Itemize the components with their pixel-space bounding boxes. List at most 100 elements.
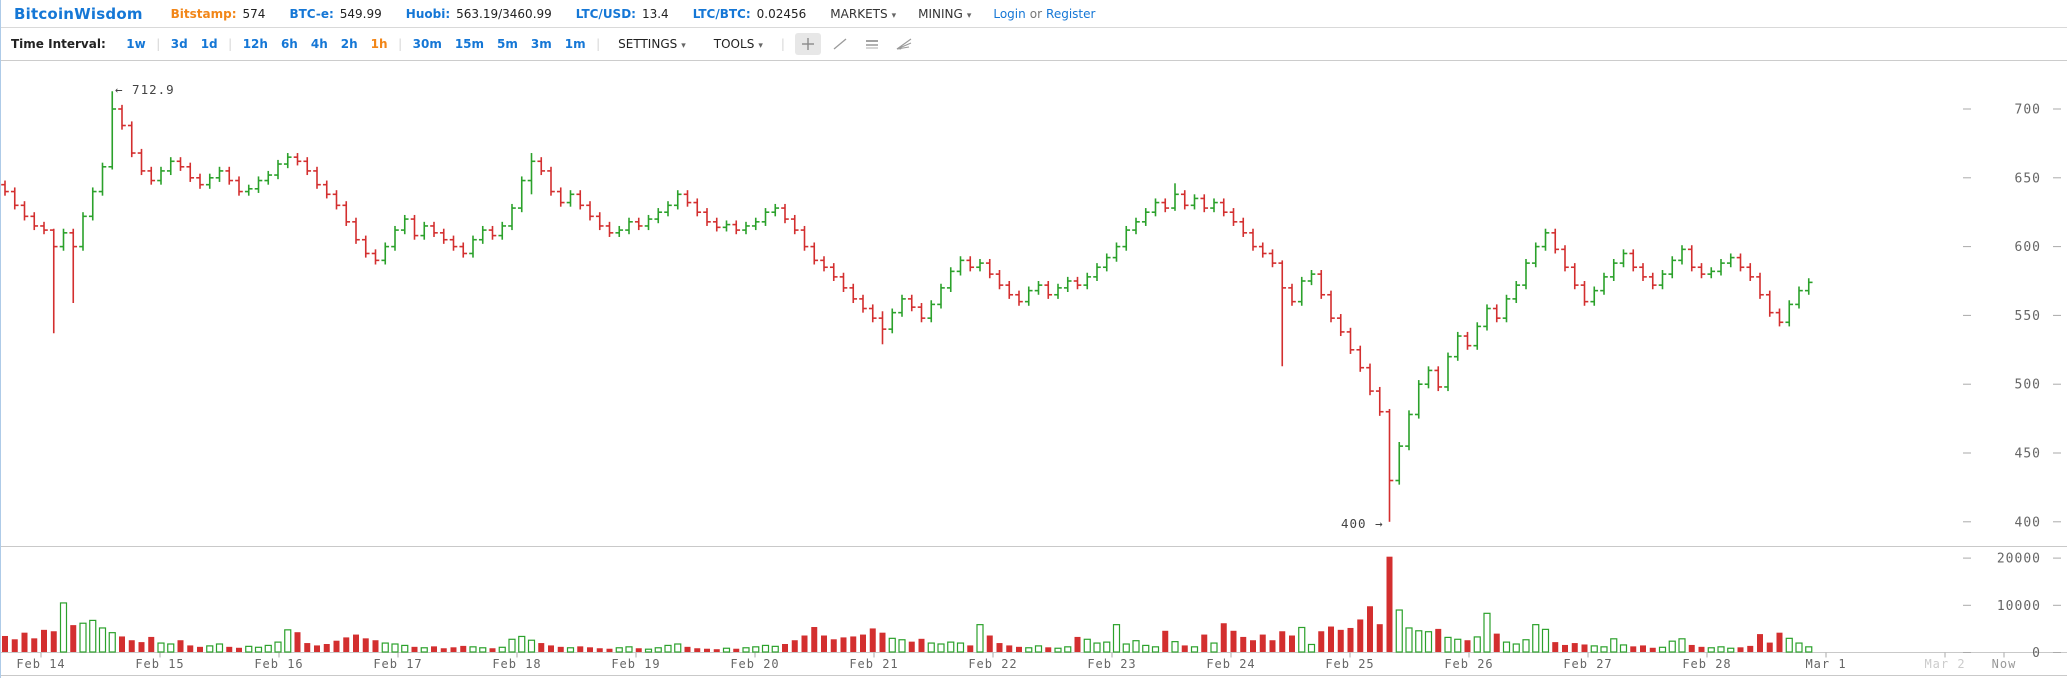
ohlc-bars-layer — [1, 91, 1813, 522]
settings-menu[interactable]: SETTINGS ▾ — [618, 37, 686, 51]
price-axis-label: 600 — [2015, 240, 2041, 255]
interval-4h[interactable]: 4h — [310, 37, 328, 51]
date-axis-label: Feb 28 — [1682, 657, 1731, 671]
volume-axis-label: 10000 — [1997, 599, 2041, 614]
date-axis-label: Feb 16 — [254, 657, 303, 671]
time-interval-label: Time Interval: — [11, 37, 106, 51]
chevron-down-icon: ▾ — [891, 10, 897, 21]
ticker-ltcusd-value: 13.4 — [641, 6, 669, 21]
register-link[interactable]: Register — [1046, 6, 1096, 21]
date-axis-label: Now — [1992, 657, 2017, 671]
toolbar-separator: | — [596, 37, 601, 51]
ticker-huobi[interactable]: Huobi: 563.19/3460.99 — [406, 7, 552, 21]
drawing-tools — [794, 33, 923, 55]
interval-selector: 1w | 3d 1d | 12h 6h 4h 2h 1h | 30m 15m 5m 3m 1m — [120, 37, 592, 51]
ticker-btce-label: BTC-e: — [289, 6, 334, 21]
interval-1w[interactable]: 1w — [126, 37, 146, 51]
date-axis-label: Feb 26 — [1444, 657, 1493, 671]
chart-frame-lines — [1, 546, 2067, 676]
interval-15m[interactable]: 15m — [454, 37, 485, 51]
auth-or-text: or — [1029, 6, 1043, 21]
volume-axis-label: 20000 — [1997, 552, 2041, 567]
crosshair-icon — [801, 38, 814, 50]
ticker-btce[interactable]: BTC-e: 549.99 — [289, 7, 381, 21]
date-axis-label: Feb 15 — [135, 657, 184, 671]
toolbar-separator: | — [780, 37, 785, 51]
date-axis-label: Feb 14 — [16, 657, 65, 671]
ticker-ltcusd-label: LTC/USD: — [575, 6, 636, 21]
ticker-ltcbtc[interactable]: LTC/BTC: 0.02456 — [693, 7, 807, 21]
interval-2h[interactable]: 2h — [340, 37, 358, 51]
date-axis-label: Feb 20 — [730, 657, 779, 671]
login-link[interactable]: Login — [993, 6, 1026, 21]
date-axis-label: Feb 17 — [373, 657, 422, 671]
interval-1m[interactable]: 1m — [564, 37, 586, 51]
interval-6h[interactable]: 6h — [280, 37, 298, 51]
ticker-bitstamp-label: Bitstamp: — [170, 6, 237, 21]
ticker-ltcbtc-label: LTC/BTC: — [692, 6, 751, 21]
ticker-bitstamp[interactable]: Bitstamp: 574 — [171, 7, 266, 21]
ticker-btce-value: 549.99 — [339, 6, 382, 21]
date-axis-label: Feb 23 — [1087, 657, 1136, 671]
axis-labels-layer: 700 650 600 550 500 450 400 20000 10000 0 Feb 14 Fe… — [16, 103, 2061, 671]
price-axis-label: 500 — [2015, 378, 2041, 393]
price-axis-label: 400 — [2015, 515, 2041, 530]
interval-12h[interactable]: 12h — [242, 37, 268, 51]
tools-menu[interactable]: TOOLS ▾ — [714, 37, 763, 51]
mining-menu-label: MINING — [918, 6, 963, 21]
interval-5m[interactable]: 5m — [497, 37, 518, 51]
interval-3m[interactable]: 3m — [530, 37, 552, 51]
interval-1d[interactable]: 1d — [200, 37, 218, 51]
interval-group-separator: | — [156, 37, 161, 51]
ticker-ltcbtc-value: 0.02456 — [756, 6, 807, 21]
markets-menu-label: MARKETS — [830, 6, 888, 21]
tools-menu-label: TOOLS — [713, 37, 755, 51]
ticker-huobi-label: Huobi: — [405, 6, 451, 21]
trendline-icon — [833, 38, 847, 50]
price-axis-label: 450 — [2015, 447, 2041, 462]
price-axis-label: 700 — [2015, 103, 2041, 118]
price-axis-label: 550 — [2015, 309, 2041, 324]
markets-menu[interactable]: MARKETS ▾ — [830, 7, 896, 21]
settings-menu-label: SETTINGS — [618, 37, 678, 51]
price-axis-label: 650 — [2015, 171, 2041, 186]
chart-toolbar: Time Interval: 1w | 3d 1d | 12h 6h 4h 2h 1h | 30m 15… — [1, 28, 2067, 61]
date-axis-label: Feb 18 — [492, 657, 541, 671]
interval-3d[interactable]: 3d — [170, 37, 188, 51]
date-axis-label: Feb 21 — [849, 657, 898, 671]
ticker-bitstamp-value: 574 — [242, 6, 266, 21]
chevron-down-icon: ▾ — [966, 10, 972, 21]
mining-menu[interactable]: MINING ▾ — [918, 7, 971, 21]
site-header: BitcoinWisdom Bitstamp: 574 BTC-e: 549.99 … — [1, 0, 2067, 28]
horizontal-lines-icon — [865, 40, 878, 49]
date-axis-label: Mar 2 — [1924, 657, 1965, 671]
ticker-huobi-value: 563.19/3460.99 — [456, 6, 552, 21]
interval-1h[interactable]: 1h — [370, 37, 388, 51]
date-axis-label: Feb 27 — [1563, 657, 1612, 671]
interval-30m[interactable]: 30m — [412, 37, 442, 51]
date-axis-label: Mar 1 — [1805, 657, 1846, 671]
fan-lines-tool-button[interactable] — [891, 33, 917, 55]
chevron-down-icon: ▾ — [758, 41, 763, 51]
volume-axis-label: 0 — [2032, 646, 2041, 661]
ticker-ltcusd[interactable]: LTC/USD: 13.4 — [576, 7, 669, 21]
chevron-down-icon: ▾ — [681, 41, 686, 51]
trendline-tool-button[interactable] — [827, 33, 853, 55]
fan-lines-icon — [896, 38, 912, 50]
horizontal-lines-tool-button[interactable] — [859, 33, 885, 55]
date-axis-label: Feb 25 — [1325, 657, 1374, 671]
interval-group-separator: | — [228, 37, 233, 51]
date-axis-label: Feb 19 — [611, 657, 660, 671]
date-axis-label: Feb 22 — [968, 657, 1017, 671]
high-annotation: ← 712.9 — [115, 82, 175, 97]
date-axis-label: Feb 24 — [1206, 657, 1255, 671]
low-annotation: 400 → — [1341, 516, 1384, 531]
auth-links: Login or Register — [993, 7, 1095, 21]
interval-group-separator: | — [398, 37, 403, 51]
volume-bars-layer — [2, 556, 1813, 653]
brand-logo[interactable]: BitcoinWisdom — [14, 4, 143, 23]
crosshair-tool-button[interactable] — [794, 33, 821, 55]
